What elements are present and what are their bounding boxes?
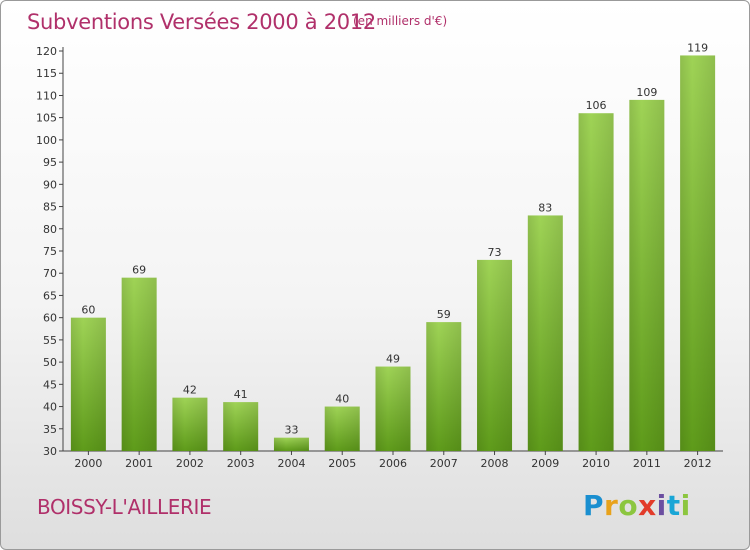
logo-letter: r	[604, 489, 619, 522]
bar-shade	[324, 406, 360, 451]
y-tick-label: 65	[43, 289, 57, 302]
chart-subtitle: (en milliers d'€)	[353, 14, 448, 28]
y-tick-label: 50	[43, 356, 57, 369]
data-label: 59	[437, 308, 451, 321]
data-label: 119	[687, 41, 708, 54]
commune-name: BOISSY-L'AILLERIE	[37, 495, 212, 519]
proxiti-logo: Proxiti	[583, 489, 691, 522]
bar-shade	[426, 322, 462, 451]
x-tick-label: 2012	[684, 457, 712, 470]
data-label: 42	[183, 384, 197, 397]
y-tick-label: 115	[36, 67, 57, 80]
y-tick-label: 90	[43, 178, 57, 191]
data-label: 40	[335, 393, 349, 406]
y-tick-label: 75	[43, 245, 57, 258]
x-tick-label: 2010	[582, 457, 610, 470]
chart-title: Subventions Versées 2000 à 2012	[27, 10, 376, 34]
bar-shade	[223, 402, 259, 451]
logo-letter: i	[656, 489, 667, 522]
chart-labels: 2000 60 2001 69 2002 42 2003 41 2004 33 2005 40 2006…	[74, 41, 711, 470]
x-tick-label: 2007	[430, 457, 458, 470]
data-label: 60	[81, 304, 95, 317]
x-tick-label: 2004	[277, 457, 305, 470]
data-label: 109	[636, 86, 657, 99]
x-tick-label: 2009	[531, 457, 559, 470]
y-tick-label: 95	[43, 156, 57, 169]
y-tick-label: 30	[43, 445, 57, 458]
bar-shade	[477, 259, 513, 451]
y-tick-label: 120	[36, 45, 57, 58]
bar-shade	[121, 277, 157, 451]
y-tick-label: 105	[36, 112, 57, 125]
x-tick-label: 2011	[633, 457, 661, 470]
logo-letter: i	[680, 489, 691, 522]
logo-letter: o	[618, 489, 639, 522]
x-tick-label: 2001	[125, 457, 153, 470]
y-tick-label: 100	[36, 134, 57, 147]
data-label: 33	[284, 424, 298, 437]
y-tick-label: 110	[36, 89, 57, 102]
bar-shade	[172, 397, 208, 451]
bar-shade	[578, 113, 614, 451]
data-label: 83	[538, 201, 552, 214]
logo-letter: t	[666, 489, 681, 522]
y-tick-label: 60	[43, 312, 57, 325]
bar-shade	[680, 55, 716, 451]
y-tick-label: 45	[43, 378, 57, 391]
x-tick-label: 2002	[176, 457, 204, 470]
bar-shade	[527, 215, 563, 451]
bar-shade	[629, 99, 665, 451]
x-tick-label: 2008	[481, 457, 509, 470]
x-tick-label: 2003	[227, 457, 255, 470]
y-tick-label: 80	[43, 223, 57, 236]
y-tick-label: 70	[43, 267, 57, 280]
y-tick-label: 55	[43, 334, 57, 347]
data-label: 69	[132, 264, 146, 277]
bar-shade	[273, 437, 309, 451]
chart-axes: 30 35 40 45 50 55 60 65 70 75 80 85 90 95 100 105 110 115…	[36, 45, 723, 458]
y-tick-label: 40	[43, 401, 57, 414]
data-label: 106	[586, 99, 607, 112]
bar-shade	[375, 366, 411, 451]
data-label: 49	[386, 353, 400, 366]
x-tick-label: 2006	[379, 457, 407, 470]
x-tick-label: 2005	[328, 457, 356, 470]
data-label: 73	[488, 246, 502, 259]
logo-letter: x	[638, 489, 657, 522]
y-tick-label: 35	[43, 423, 57, 436]
chart-bars	[70, 55, 716, 451]
data-label: 41	[234, 388, 248, 401]
logo-letter: P	[583, 489, 605, 522]
y-tick-label: 85	[43, 201, 57, 214]
bar-shade	[70, 317, 106, 451]
x-tick-label: 2000	[74, 457, 102, 470]
